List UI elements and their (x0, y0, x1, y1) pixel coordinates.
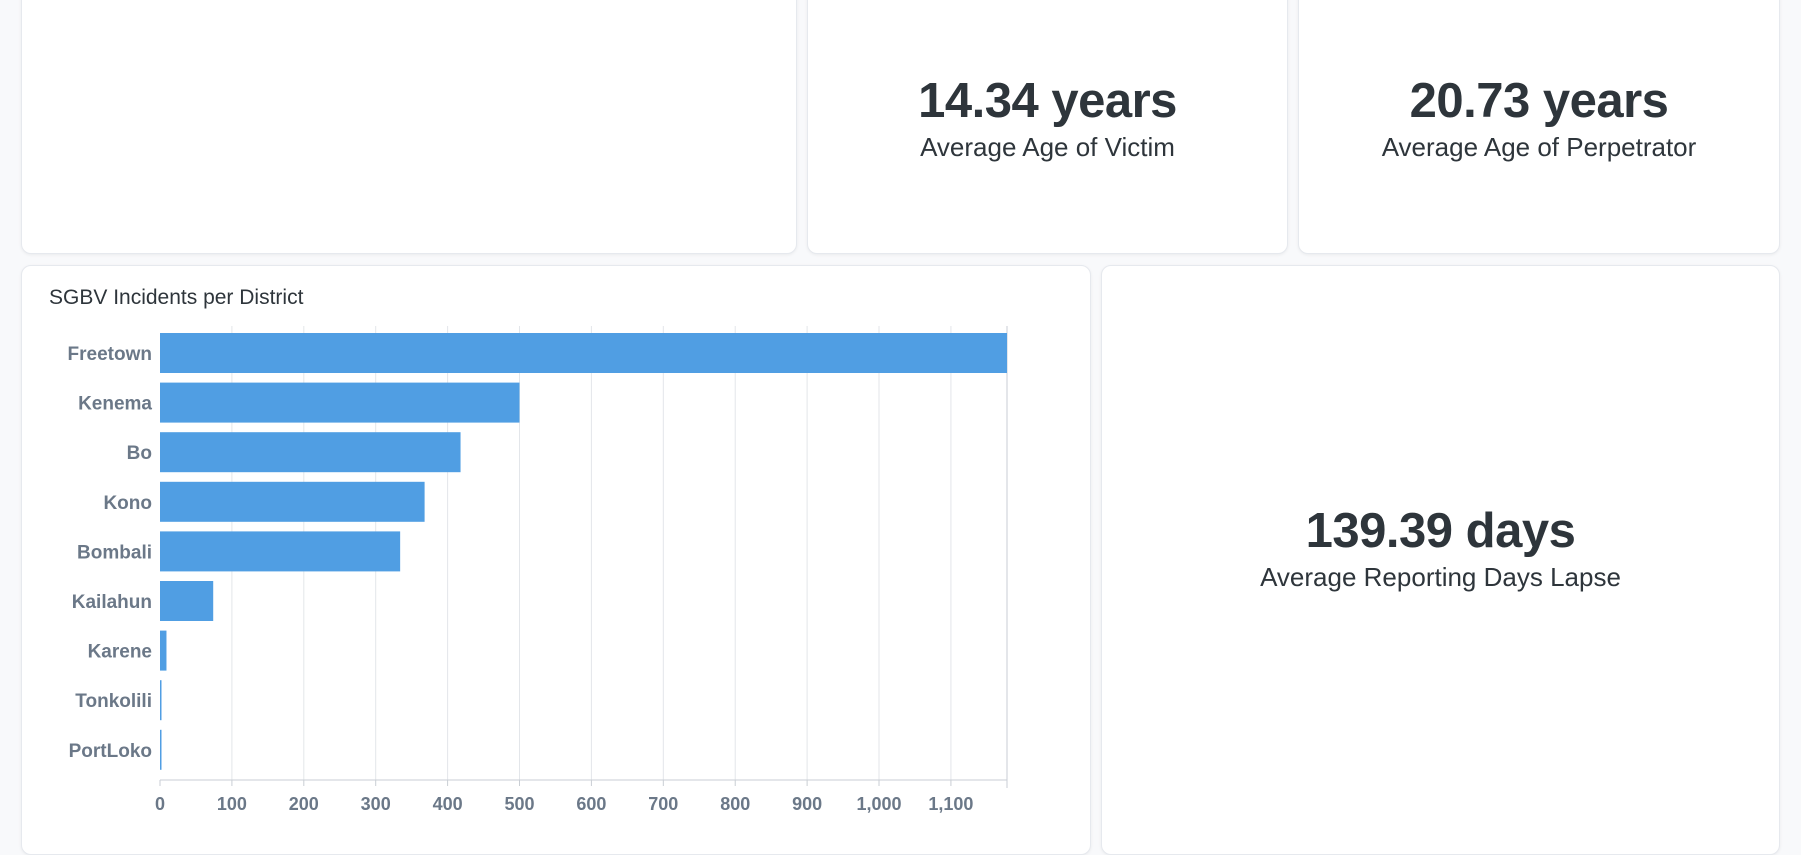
x-tick-label: 400 (433, 794, 463, 814)
scalar-value: 20.73 years (1409, 74, 1669, 128)
scalar-label: Average Reporting Days Lapse (1260, 562, 1621, 592)
x-tick-label: 0 (155, 794, 165, 814)
scalar-label: Average Age of Victim (920, 132, 1175, 162)
bar-bombali[interactable] (160, 531, 401, 572)
category-label: Bo (127, 443, 152, 464)
x-tick-label: 100 (217, 794, 247, 814)
category-label: Tonkolili (75, 691, 152, 712)
bar-kono[interactable] (160, 481, 425, 522)
scalar-block: 20.73 years Average Age of Perpetrator (1299, 77, 1779, 163)
x-tick-label: 500 (504, 794, 534, 814)
district-incidents-chart-card[interactable]: SGBV Incidents per District Freetown Kene… (21, 265, 1091, 855)
average-reporting-lapse-card[interactable]: 139.39 days Average Reporting Days Lapse (1101, 265, 1780, 855)
bar-bo[interactable] (160, 432, 461, 473)
category-label: Kailahun (72, 592, 152, 613)
x-tick-label: 300 (361, 794, 391, 814)
x-tick-label: 900 (792, 794, 822, 814)
scalar-block: 14.34 years Average Age of Victim (808, 77, 1287, 163)
bar-freetown[interactable] (160, 333, 1007, 373)
x-tick-label: 1,100 (928, 794, 973, 814)
bar-portloko[interactable] (160, 729, 162, 770)
bar-kailahun[interactable] (160, 581, 214, 621)
category-label: Karene (88, 642, 152, 663)
x-tick-label: 700 (648, 794, 678, 814)
category-label: Kono (103, 493, 152, 514)
x-tick-label: 800 (720, 794, 750, 814)
scalar-value: 14.34 years (918, 74, 1177, 128)
category-label: PortLoko (69, 741, 152, 762)
x-tick-label: 600 (576, 794, 606, 814)
average-age-perpetrator-card[interactable]: 20.73 years Average Age of Perpetrator (1298, 0, 1780, 254)
scalar-label: Average Age of Perpetrator (1381, 132, 1697, 162)
scalar-block: 139.39 days Average Reporting Days Lapse (1102, 507, 1779, 593)
empty-card (21, 0, 797, 254)
bar-tonkolili[interactable] (160, 680, 162, 721)
average-age-victim-card[interactable]: 14.34 years Average Age of Victim (807, 0, 1288, 254)
bar-kenema[interactable] (160, 382, 520, 423)
x-tick-label: 1,000 (856, 794, 901, 814)
category-label: Bombali (77, 542, 152, 563)
chart-title[interactable]: SGBV Incidents per District (49, 286, 304, 309)
bar-karene[interactable] (160, 630, 167, 671)
scalar-value: 139.39 days (1305, 504, 1576, 558)
category-label: Freetown (68, 344, 152, 365)
bar-chart: Freetown Kenema Bo Kono Bombali Kailahun Karen… (68, 326, 1008, 814)
category-label: Kenema (78, 394, 152, 415)
x-tick-label: 200 (289, 794, 319, 814)
